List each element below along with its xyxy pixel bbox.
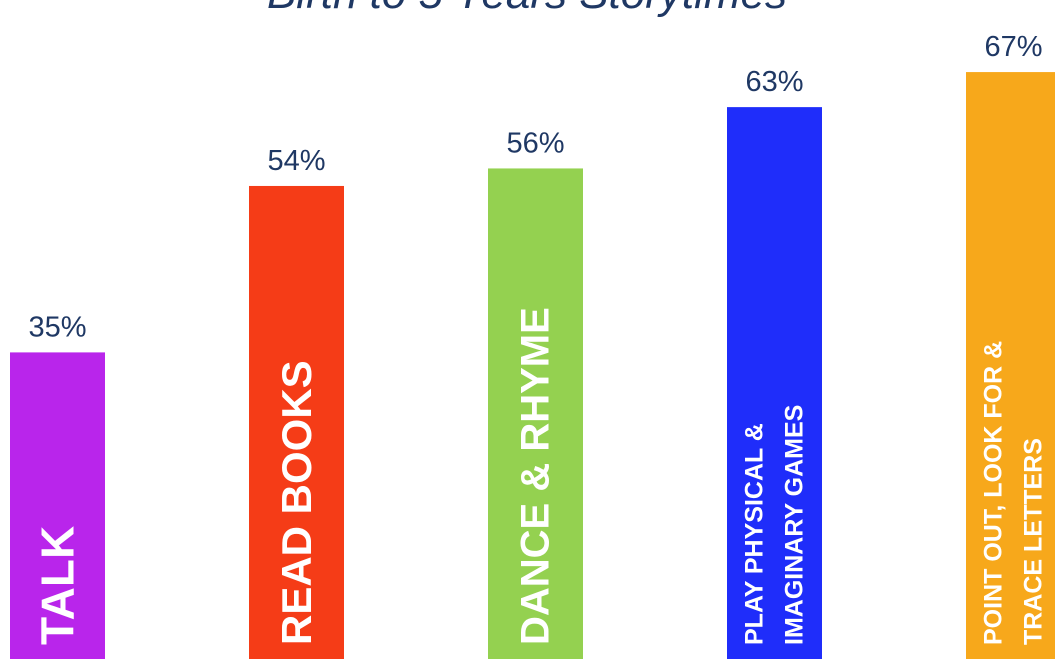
category-label-3: DANCE & RHYME [514,307,558,645]
value-label-1: 35% [28,311,86,343]
bar-1 [10,352,105,659]
category-label-5-line-1: POINT OUT, LOOK FOR & [980,341,1008,645]
category-label-5-line-2: TRACE LETTERS [1020,438,1048,645]
value-label-4: 63% [745,66,803,98]
value-label-3: 56% [506,127,564,159]
bar-4 [727,107,822,659]
value-label-2: 54% [267,145,325,177]
bar-3 [488,168,583,659]
category-label-2: READ BOOKS [273,360,320,645]
value-label-5: 67% [984,31,1042,63]
category-label-4-line-1: PLAY PHYSICAL & [741,423,769,645]
bar-5 [966,72,1055,659]
category-label-4: PLAY PHYSICAL & IMAGINARY GAMES [741,405,809,645]
chart-title: Birth to 5 Years Storytimes [267,0,787,18]
bar-2 [249,185,344,659]
category-label-1-line-1: TALK [32,526,84,645]
category-label-1: TALK [32,526,84,645]
category-label-3-line-1: DANCE & RHYME [514,307,558,645]
category-label-5: POINT OUT, LOOK FOR & TRACE LETTERS [980,341,1048,645]
category-label-4-line-2: IMAGINARY GAMES [781,405,809,645]
category-label-2-line-1: READ BOOKS [273,360,320,645]
